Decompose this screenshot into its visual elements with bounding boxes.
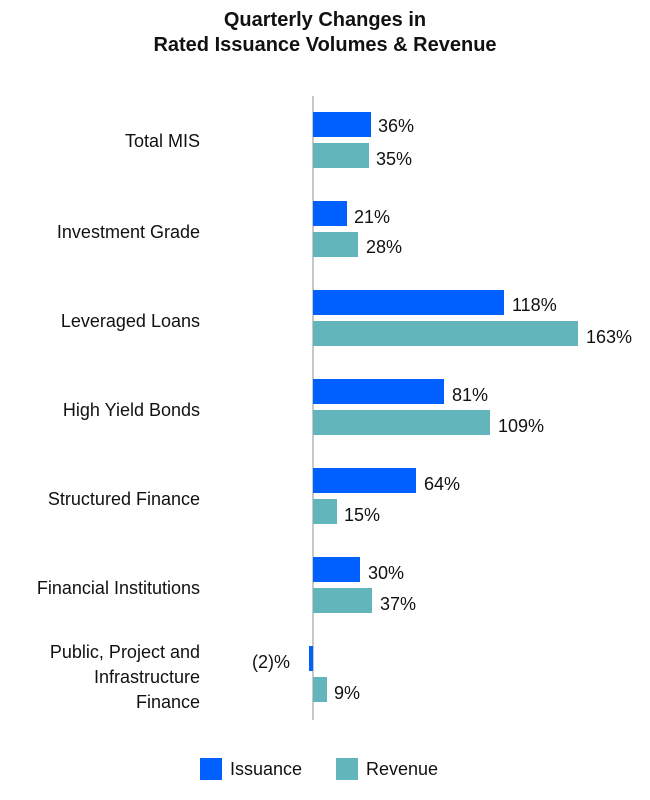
category-label-line-1: Public, Project and	[49, 642, 200, 662]
chart-legend: Issuance Revenue	[0, 758, 650, 782]
bar-revenue-structured-finance	[313, 499, 337, 524]
category-label-leveraged-loans: Leveraged Loans	[60, 311, 200, 331]
bar-revenue-financial-institutions	[313, 588, 372, 613]
value-label-issuance-public-project-infrastructure: (2)%	[252, 652, 291, 672]
category-label-structured-finance: Structured Finance	[47, 489, 200, 509]
bar-issuance-total-mis	[313, 112, 371, 137]
value-label-issuance-investment-grade: 21%	[354, 207, 391, 227]
bar-revenue-leveraged-loans	[313, 321, 578, 346]
category-label-financial-institutions: Financial Institutions	[36, 578, 200, 598]
chart-title-line-1: Quarterly Changes in	[223, 9, 427, 31]
bar-revenue-total-mis	[313, 143, 369, 168]
value-label-revenue-investment-grade: 28%	[366, 237, 403, 257]
category-label-high-yield-bonds: High Yield Bonds	[62, 400, 200, 420]
bar-revenue-public-project-infrastructure	[313, 677, 327, 702]
category-label-total-mis: Total MIS	[124, 131, 200, 151]
legend-swatch-issuance	[200, 758, 222, 780]
value-label-issuance-leveraged-loans: 118%	[512, 295, 557, 315]
bar-revenue-high-yield-bonds	[313, 410, 490, 435]
legend-label-issuance: Issuance	[230, 758, 303, 779]
value-label-revenue-structured-finance: 15%	[344, 505, 381, 525]
bar-issuance-financial-institutions	[313, 557, 360, 582]
category-label-public-project-infrastructure-finance: Public, Project and Infrastructure Finan…	[50, 640, 200, 715]
chart-title-line-2: Rated Issuance Volumes & Revenue	[153, 34, 497, 56]
bar-issuance-public-project-infrastructure	[309, 646, 313, 671]
value-label-issuance-high-yield-bonds: 81%	[452, 385, 489, 405]
legend-item-issuance: Issuance	[200, 758, 302, 780]
value-label-issuance-financial-institutions: 30%	[368, 563, 405, 583]
legend-label-revenue: Revenue	[366, 758, 439, 779]
bar-issuance-structured-finance	[313, 468, 416, 493]
value-label-revenue-total-mis: 35%	[376, 149, 413, 169]
legend-swatch-revenue	[336, 758, 358, 780]
value-label-issuance-total-mis: 36%	[378, 116, 415, 136]
legend-item-revenue: Revenue	[336, 758, 438, 780]
bar-issuance-high-yield-bonds	[313, 379, 444, 404]
category-label-investment-grade: Investment Grade	[56, 222, 200, 242]
value-label-revenue-financial-institutions: 37%	[380, 594, 417, 614]
value-label-issuance-structured-finance: 64%	[424, 474, 461, 494]
bar-revenue-investment-grade	[313, 232, 358, 257]
zero-axis-line	[312, 96, 314, 720]
bar-issuance-leveraged-loans	[313, 290, 504, 315]
category-label-line-2: Infrastructure	[93, 667, 200, 687]
value-label-revenue-public-project-infrastructure: 9%	[334, 683, 361, 703]
category-label-line-3: Finance	[135, 692, 200, 712]
bar-issuance-investment-grade	[313, 201, 347, 226]
chart-title: Quarterly Changes in Rated Issuance Volu…	[0, 8, 650, 58]
value-label-revenue-high-yield-bonds: 109%	[498, 416, 545, 436]
value-label-revenue-leveraged-loans: 163%	[586, 327, 633, 347]
